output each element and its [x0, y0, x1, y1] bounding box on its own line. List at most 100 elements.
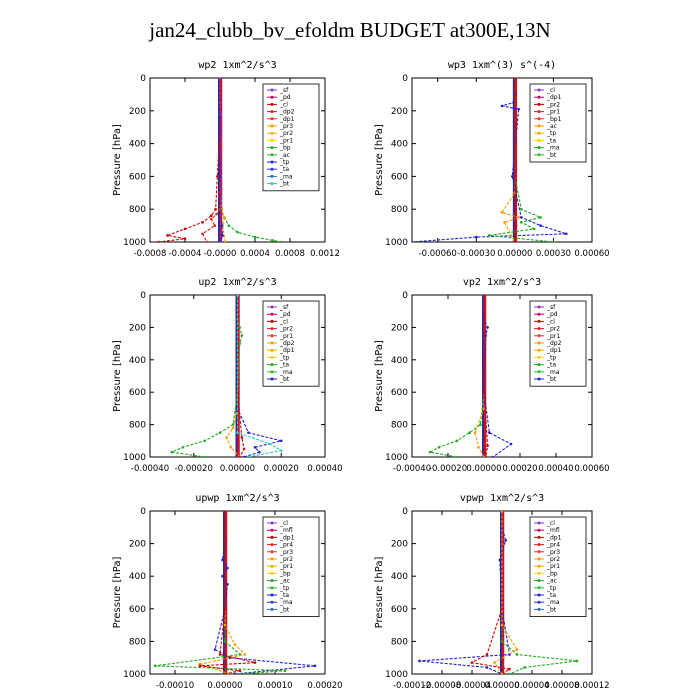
series-point: [183, 237, 187, 241]
legend-marker: [270, 160, 274, 164]
series-point: [412, 240, 414, 242]
legend-label: _ma: [279, 599, 293, 606]
legend-label: _ma: [546, 369, 560, 376]
series-point: [500, 672, 504, 674]
y-tick-label: 800: [391, 421, 408, 431]
series-point: [258, 450, 261, 454]
series-point: [203, 439, 206, 443]
series-point: [418, 659, 421, 663]
plot-title: vpwp 1xm^2/s^3: [460, 493, 544, 504]
series-point: [223, 672, 227, 674]
legend-marker: [537, 363, 541, 367]
series-point: [523, 666, 526, 669]
series-point: [271, 239, 274, 242]
legend-label: _pr3: [279, 123, 293, 130]
series-point: [253, 235, 257, 239]
plot-title: upwp 1xm^2/s^3: [195, 493, 279, 504]
legend-marker: [270, 355, 274, 359]
legend-label: _ma: [279, 369, 293, 376]
series-point: [238, 326, 241, 329]
legend-marker: [537, 564, 541, 568]
series-point: [484, 334, 488, 337]
series-point: [247, 431, 250, 435]
x-tick-label: -0.0004: [169, 249, 202, 259]
series-line-pr1: [169, 295, 243, 457]
legend-label: _pr2: [279, 130, 293, 137]
y-tick-label: 800: [391, 205, 408, 215]
legend-label: _bt: [279, 181, 290, 188]
x-tick-label: -0.00040: [393, 464, 431, 474]
legend-marker: [537, 327, 541, 331]
series-point: [493, 661, 496, 664]
y-tick-label: 600: [129, 388, 146, 398]
y-axis-label: Pressure [hPa]: [374, 557, 385, 629]
legend-label: _ac: [279, 578, 290, 585]
series-point: [218, 101, 222, 104]
series-line-ta: [419, 511, 511, 674]
series-point: [242, 455, 246, 457]
legend-label: _pr4: [546, 542, 560, 549]
legend-marker: [537, 535, 541, 539]
legend-marker: [537, 521, 541, 525]
legend-label: _ta: [279, 592, 289, 599]
x-tick-label: -0.00012: [393, 681, 431, 691]
legend-marker: [270, 607, 274, 611]
x-tick-label: 0.00004: [514, 681, 549, 691]
series-point: [484, 455, 488, 457]
series-point: [539, 216, 542, 219]
series-line-dp1: [514, 78, 517, 242]
legend-marker: [537, 550, 541, 554]
legend-label: _cl: [546, 318, 555, 325]
series-point: [236, 431, 239, 435]
series-point: [486, 326, 489, 329]
series-point: [157, 240, 161, 242]
legend-marker: [270, 571, 274, 575]
series-point: [279, 240, 283, 242]
series-point: [218, 431, 222, 435]
y-tick-label: 800: [391, 637, 408, 647]
x-tick-label: 0.00020: [264, 464, 299, 474]
legend-marker: [270, 535, 274, 539]
legend-marker: [270, 88, 274, 92]
series-point: [500, 623, 504, 627]
series-line-ta: [483, 295, 513, 457]
legend-label: _dp2: [546, 340, 562, 347]
y-tick-label: 200: [391, 323, 408, 333]
plot-title: wp3 1xm^(3) s^(-4): [448, 60, 556, 71]
legend-label: _sf: [279, 304, 289, 311]
legend-marker: [270, 312, 274, 316]
series-line-bp1: [489, 78, 554, 242]
y-tick-label: 1000: [123, 453, 146, 463]
legend-label: _bt: [546, 376, 557, 383]
x-tick-label: -0.00008: [423, 681, 461, 691]
y-tick-label: 800: [129, 637, 146, 647]
series-point: [223, 511, 227, 513]
legend-marker: [537, 341, 541, 345]
y-tick-label: 200: [129, 540, 146, 550]
legend-label: _ta: [546, 137, 556, 144]
series-point: [236, 230, 239, 234]
legend-marker: [537, 312, 541, 316]
legend-label: _ta: [546, 362, 556, 369]
legend-marker: [537, 146, 541, 150]
series-point: [181, 445, 185, 449]
series-point: [486, 444, 489, 447]
series-point: [279, 439, 283, 443]
legend-label: _tp: [546, 585, 556, 592]
legend-marker: [537, 528, 541, 532]
plot-panel-3: up2 1xm^2/s^3 0 200 400 600 800 1000-0.00040 -0…: [112, 277, 343, 474]
series-point: [221, 574, 224, 578]
legend-label: _sf: [279, 87, 289, 94]
legend-label: _pd: [546, 311, 558, 318]
x-tick-label: 0.00040: [307, 464, 342, 474]
x-tick-label: -0.0008: [134, 249, 167, 259]
y-tick-label: 1000: [123, 670, 146, 680]
legend-marker: [270, 167, 274, 171]
series-point: [243, 653, 247, 656]
legend-label: _dp1: [279, 534, 295, 541]
series-point: [215, 212, 218, 216]
legend-marker: [270, 528, 274, 532]
series-point: [213, 224, 217, 227]
y-tick-label: 1000: [123, 238, 146, 248]
legend-label: _ac: [546, 578, 557, 585]
